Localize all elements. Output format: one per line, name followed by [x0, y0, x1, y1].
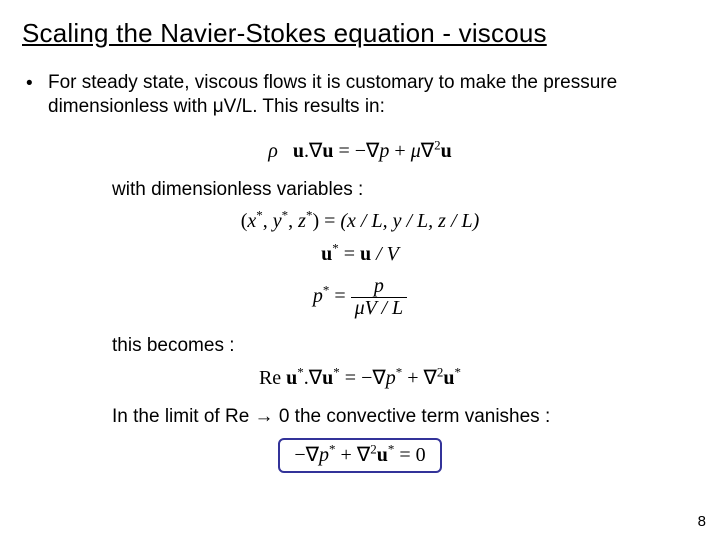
- re-nabla2: ∇: [372, 367, 385, 389]
- xyz-rhs: (x / L, y / L, z / L): [340, 210, 479, 232]
- box-plus: +: [341, 444, 357, 466]
- sym-nabla2b: ∇: [421, 140, 434, 162]
- text-limit: In the limit of Re → 0 the convective te…: [22, 406, 698, 428]
- eq-boxed-row: −∇p* + ∇2u* = 0: [22, 438, 698, 473]
- box-minus: −: [294, 444, 305, 466]
- re-u2-star: *: [333, 365, 340, 380]
- re-minus: −: [361, 367, 372, 389]
- p-eq: =: [334, 286, 350, 308]
- u-lhs: u: [321, 243, 332, 265]
- p-star: *: [323, 283, 330, 298]
- math-block: ρ u.∇u = −∇p + μ∇2u with dimensionless v…: [22, 140, 698, 474]
- p-lhs: p: [313, 286, 323, 308]
- re-nabla1: ∇: [309, 367, 322, 389]
- eq-ustar: u* = u / V: [22, 243, 698, 266]
- y: y: [273, 210, 282, 232]
- re-plus: +: [407, 367, 423, 389]
- eq-boxed: −∇p* + ∇2u* = 0: [278, 438, 441, 473]
- sym-nabla: ∇: [309, 140, 322, 162]
- p-frac: p μV / L: [351, 276, 408, 319]
- sym-p: p: [379, 140, 389, 162]
- box-nabla2: ∇: [357, 444, 370, 466]
- re-p: p: [386, 367, 396, 389]
- slide-title: Scaling the Navier-Stokes equation - vis…: [22, 18, 698, 49]
- x: x: [247, 210, 256, 232]
- u-eq: =: [344, 243, 360, 265]
- page-number: 8: [698, 513, 706, 530]
- bullet-marker: •: [26, 71, 48, 96]
- bullet-item: • For steady state, viscous flows it is …: [26, 71, 698, 120]
- eq-xyz: (x*, y*, z*) = (x / L, y / L, z / L): [22, 210, 698, 233]
- eq-pstar: p* = p μV / L: [22, 276, 698, 319]
- paren-close: ): [312, 210, 319, 232]
- re-nabla3: ∇: [424, 367, 437, 389]
- text-becomes: this becomes :: [22, 335, 698, 357]
- bullet-text: For steady state, viscous flows it is cu…: [48, 71, 698, 120]
- box-eq0: = 0: [399, 444, 425, 466]
- sym-mu: μ: [411, 140, 421, 162]
- sym-u3: u: [441, 140, 452, 162]
- re-u2: u: [322, 367, 333, 389]
- sep2: ,: [288, 210, 298, 232]
- sep1: ,: [263, 210, 273, 232]
- box-p: p: [319, 444, 329, 466]
- box-nabla1: ∇: [306, 444, 319, 466]
- box-u: u: [377, 444, 388, 466]
- eq-re: Re u*.∇u* = −∇p* + ∇2u*: [22, 367, 698, 390]
- re-u3-star: *: [455, 365, 462, 380]
- re-p-star: *: [396, 365, 403, 380]
- sym-minus: −: [355, 140, 366, 162]
- u-star: *: [332, 241, 339, 256]
- re-label: Re: [259, 367, 286, 389]
- re-u1: u: [286, 367, 297, 389]
- sym-nabla2a: ∇: [366, 140, 379, 162]
- p-den: μV / L: [351, 297, 408, 319]
- sym-u: u: [293, 140, 304, 162]
- z: z: [298, 210, 306, 232]
- box-p-star: *: [329, 442, 336, 457]
- slide: Scaling the Navier-Stokes equation - vis…: [0, 0, 720, 540]
- u-rhs: u: [360, 243, 371, 265]
- sym-plus: +: [394, 140, 410, 162]
- sym-u2: u: [322, 140, 333, 162]
- eq-ns: ρ u.∇u = −∇p + μ∇2u: [22, 140, 698, 163]
- text-dimvars: with dimensionless variables :: [22, 179, 698, 201]
- sym-rho: ρ: [268, 140, 278, 162]
- box-u-star: *: [388, 442, 395, 457]
- re-u3: u: [443, 367, 454, 389]
- xyz-eq: =: [324, 210, 340, 232]
- p-num: p: [351, 276, 408, 297]
- u-over-v: / V: [371, 243, 399, 265]
- sym-eq: =: [338, 140, 354, 162]
- re-eq: =: [345, 367, 361, 389]
